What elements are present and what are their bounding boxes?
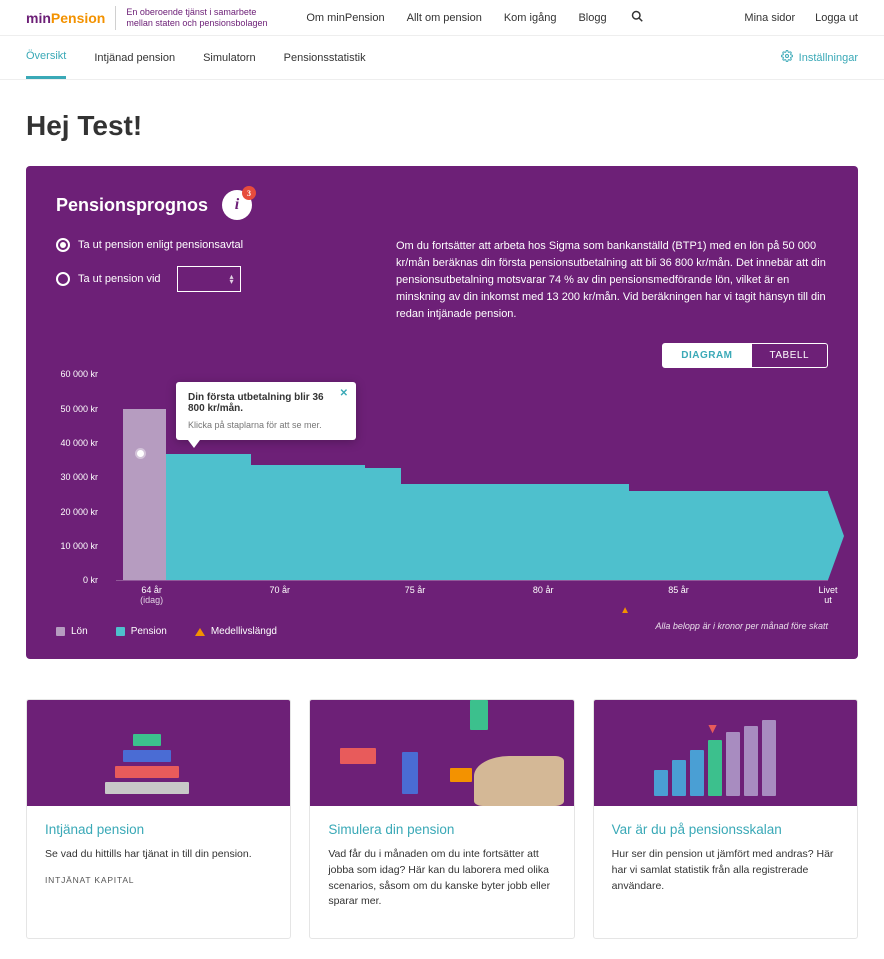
chart-tooltip: Din första utbetalning blir 36 800 kr/må… — [176, 382, 356, 440]
pension-chart: 60 000 kr50 000 kr40 000 kr30 000 kr20 0… — [56, 374, 828, 614]
pension-bar[interactable] — [629, 491, 828, 580]
median-marker-icon: ▲ — [620, 605, 630, 616]
radio-agreement-label: Ta ut pension enligt pensionsavtal — [78, 239, 243, 251]
card-caption: INTJÄNAT KAPITAL — [45, 875, 272, 885]
info-count: 3 — [242, 186, 256, 200]
primary-nav: Om minPension Allt om pension Kom igång … — [306, 12, 606, 24]
card-title: Simulera din pension — [328, 822, 555, 837]
logo-tagline: En oberoende tjänst i samarbete mellan s… — [126, 7, 276, 29]
logo[interactable]: minPension En oberoende tjänst i samarbe… — [26, 6, 276, 30]
tab-oversikt[interactable]: Översikt — [26, 36, 66, 79]
card-desc: Vad får du i månaden om du inte fortsätt… — [328, 847, 555, 910]
tooltip-sub: Klicka på staplarna för att se mer. — [188, 420, 328, 430]
card-row: Intjänad pension Se vad du hittills har … — [26, 699, 858, 939]
pension-bar[interactable] — [251, 465, 365, 580]
view-toggle: DIAGRAM TABELL — [56, 343, 828, 368]
gear-icon — [781, 50, 793, 65]
card-pensionsskalan[interactable]: ▼ Var är du på pensionsskalan Hur ser di… — [593, 699, 858, 939]
y-tick: 20 000 kr — [60, 507, 98, 517]
top-header: minPension En oberoende tjänst i samarbe… — [0, 0, 884, 36]
nav-kom[interactable]: Kom igång — [504, 12, 557, 24]
info-badge[interactable]: i 3 — [222, 190, 252, 220]
nav-allt[interactable]: Allt om pension — [407, 12, 482, 24]
y-tick: 10 000 kr — [60, 541, 98, 551]
settings-label: Inställningar — [799, 52, 858, 64]
search-icon[interactable] — [631, 10, 643, 25]
page-content: Hej Test! Pensionsprognos i 3 Ta ut pens… — [0, 80, 884, 959]
info-icon: i — [235, 196, 239, 214]
x-tick: 64 år(idag) — [140, 585, 163, 605]
radio-agreement[interactable] — [56, 238, 70, 252]
marker-icon: ▼ — [706, 720, 720, 736]
pension-bar[interactable] — [365, 468, 401, 581]
chart-arrow-icon — [828, 492, 844, 580]
tooltip-pointer — [188, 440, 200, 448]
pension-bar[interactable] — [401, 484, 629, 580]
card-image — [310, 700, 573, 806]
nav-blogg[interactable]: Blogg — [578, 12, 606, 24]
stepper-icon: ▴▾ — [230, 274, 234, 284]
tab-simulatorn[interactable]: Simulatorn — [203, 38, 256, 78]
settings-link[interactable]: Inställningar — [781, 50, 858, 65]
card-desc: Hur ser din pension ut jämfört med andra… — [612, 847, 839, 894]
x-tick: Livet ut — [818, 585, 837, 605]
y-tick: 60 000 kr — [60, 369, 98, 379]
y-tick: 40 000 kr — [60, 438, 98, 448]
chart-y-axis: 60 000 kr50 000 kr40 000 kr30 000 kr20 0… — [56, 374, 102, 590]
tooltip-close-icon[interactable]: ✕ — [340, 388, 348, 399]
x-tick: 75 år — [405, 585, 426, 595]
toggle-table[interactable]: TABELL — [752, 343, 829, 368]
card-title: Intjänad pension — [45, 822, 272, 837]
y-tick: 50 000 kr — [60, 404, 98, 414]
prognosis-title: Pensionsprognos — [56, 195, 208, 216]
tooltip-title: Din första utbetalning blir 36 800 kr/må… — [188, 392, 328, 414]
card-simulera[interactable]: Simulera din pension Vad får du i månade… — [309, 699, 574, 939]
prognosis-card: Pensionsprognos i 3 Ta ut pension enligt… — [26, 166, 858, 659]
top-right-nav: Mina sidor Logga ut — [744, 12, 858, 24]
card-intjanad-pension[interactable]: Intjänad pension Se vad du hittills har … — [26, 699, 291, 939]
x-tick: 80 år — [533, 585, 554, 595]
tab-intjanad[interactable]: Intjänad pension — [94, 38, 175, 78]
y-tick: 0 kr — [83, 575, 98, 585]
chart-plot[interactable]: Din första utbetalning blir 36 800 kr/må… — [116, 374, 828, 580]
radio-age[interactable] — [56, 272, 70, 286]
prognosis-description: Om du fortsätter att arbeta hos Sigma so… — [396, 238, 828, 323]
x-tick: 70 år — [269, 585, 290, 595]
sub-nav: Översikt Intjänad pension Simulatorn Pen… — [0, 36, 884, 80]
chart-x-axis: 64 år(idag)70 år75 år80 år85 årLivet ut▲ — [116, 580, 828, 614]
toggle-diagram[interactable]: DIAGRAM — [662, 343, 751, 368]
logo-mark: minPension — [26, 10, 105, 26]
page-title: Hej Test! — [26, 110, 858, 142]
card-desc: Se vad du hittills har tjänat in till di… — [45, 847, 272, 863]
pension-timing-radios: Ta ut pension enligt pensionsavtal Ta ut… — [56, 238, 356, 323]
nav-logga-ut[interactable]: Logga ut — [815, 12, 858, 24]
salary-bar[interactable] — [123, 409, 166, 581]
age-select[interactable]: ▴▾ — [177, 266, 241, 292]
x-tick: 85 år — [668, 585, 689, 595]
chart-note: Alla belopp är i kronor per månad före s… — [56, 621, 828, 631]
logo-divider — [115, 6, 116, 30]
y-tick: 30 000 kr — [60, 472, 98, 482]
card-image: ▼ — [594, 700, 857, 806]
card-title: Var är du på pensionsskalan — [612, 822, 839, 837]
card-image — [27, 700, 290, 806]
nav-mina-sidor[interactable]: Mina sidor — [744, 12, 795, 24]
nav-om[interactable]: Om minPension — [306, 12, 384, 24]
tab-statistik[interactable]: Pensionsstatistik — [284, 38, 366, 78]
radio-age-label: Ta ut pension vid — [78, 273, 161, 285]
